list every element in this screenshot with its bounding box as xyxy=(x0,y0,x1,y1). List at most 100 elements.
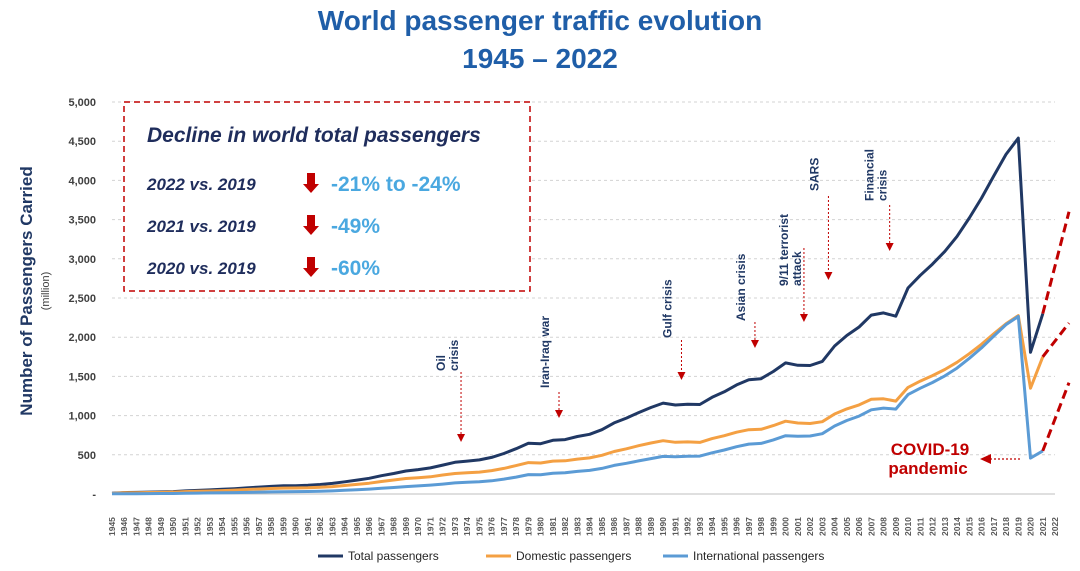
event-annotation: Gulf crisis xyxy=(660,279,686,380)
covid-label: pandemic xyxy=(888,459,967,478)
y-tick-label: 3,500 xyxy=(68,215,96,227)
x-tick-label: 1955 xyxy=(229,517,239,536)
x-tick-label: 2009 xyxy=(891,517,901,536)
series-line xyxy=(111,314,1045,495)
x-tick-label: 1976 xyxy=(487,517,497,536)
x-tick-label: 1986 xyxy=(609,517,619,536)
y-axis-unit: (million) xyxy=(40,272,52,311)
forecast-dashed-line xyxy=(1041,382,1071,452)
event-arrow xyxy=(555,410,564,418)
event-arrow xyxy=(677,372,686,380)
down-arrow-icon xyxy=(303,173,319,193)
y-tick-label: 3,000 xyxy=(68,254,96,266)
event-arrow xyxy=(885,243,894,251)
decline-heading: Decline in world total passengers xyxy=(147,124,481,147)
y-tick-label: - xyxy=(92,489,96,501)
x-tick-label: 2002 xyxy=(805,517,815,536)
event-label: Gulf crisis xyxy=(660,279,674,338)
x-tick-label: 2004 xyxy=(830,517,840,536)
x-tick-label: 1947 xyxy=(131,517,141,536)
x-tick-label: 1977 xyxy=(499,517,509,536)
decline-row-label: 2021 vs. 2019 xyxy=(146,217,256,236)
x-tick-label: 1962 xyxy=(315,517,325,536)
x-tick-label: 1949 xyxy=(156,517,166,536)
x-tick-label: 1973 xyxy=(450,517,460,536)
x-tick-label: 2001 xyxy=(793,517,803,536)
x-tick-label: 2005 xyxy=(842,517,852,536)
x-tick-label: 1996 xyxy=(732,517,742,536)
x-tick-label: 1956 xyxy=(242,517,252,536)
decline-box: Decline in world total passengers 2022 vs… xyxy=(123,101,531,292)
x-tick-label: 1981 xyxy=(548,517,558,536)
x-tick-label: 1957 xyxy=(254,517,264,536)
event-arrow xyxy=(457,434,466,442)
event-label: attack xyxy=(790,251,804,286)
x-tick-label: 1988 xyxy=(634,517,644,536)
forecast-dashed-line xyxy=(1041,322,1071,358)
x-tick-label: 2020 xyxy=(1026,517,1036,536)
event-annotation: 9/11 terrorist attack xyxy=(777,214,808,322)
x-tick-label: 1990 xyxy=(658,517,668,536)
x-tick-label: 1959 xyxy=(278,517,288,536)
x-tick-label: 1948 xyxy=(144,517,154,536)
x-tick-label: 2018 xyxy=(1001,517,1011,536)
event-arrow xyxy=(824,272,833,280)
x-tick-label: 1974 xyxy=(462,517,472,536)
x-tick-label: 2000 xyxy=(781,517,791,536)
x-tick-label: 1946 xyxy=(119,517,129,536)
x-tick-label: 2021 xyxy=(1038,517,1048,536)
x-tick-label: 1984 xyxy=(585,517,595,536)
x-tick-label: 1997 xyxy=(744,517,754,536)
event-annotation: Asian crisis xyxy=(734,253,759,348)
y-tick-label: 1,500 xyxy=(68,371,96,383)
x-tick-label: 1963 xyxy=(327,517,337,536)
x-tick-label: 2008 xyxy=(879,517,889,536)
event-label: Iran-Iraq war xyxy=(538,316,552,388)
x-tick-label: 2022 xyxy=(1050,517,1060,536)
x-tick-label: 1953 xyxy=(205,517,215,536)
x-tick-label: 1966 xyxy=(364,517,374,536)
y-tick-label: 5,000 xyxy=(68,97,96,109)
x-tick-label: 1985 xyxy=(597,517,607,536)
event-label: Asian crisis xyxy=(734,253,748,321)
x-tick-label: 1958 xyxy=(266,517,276,536)
event-arrow xyxy=(750,340,759,348)
event-label: crisis xyxy=(876,169,890,201)
x-tick-label: 2015 xyxy=(964,517,974,536)
x-tick-label: 1982 xyxy=(560,517,570,536)
x-tick-label: 1989 xyxy=(646,517,656,536)
x-tick-label: 1952 xyxy=(193,517,203,536)
x-tick-label: 1968 xyxy=(389,517,399,536)
x-tick-label: 1969 xyxy=(401,517,411,536)
legend-label: Total passengers xyxy=(348,549,439,563)
event-label: 9/11 terrorist xyxy=(777,214,791,286)
x-tick-label: 1971 xyxy=(425,517,435,536)
y-tick-label: 2,500 xyxy=(68,293,96,305)
event-label: Financial xyxy=(863,149,877,201)
event-label: Oil xyxy=(434,355,448,371)
series-line xyxy=(112,314,1044,496)
chart-subtitle: 1945 – 2022 xyxy=(462,43,618,74)
legend-label: Domestic passengers xyxy=(516,549,631,563)
decline-row-value: -49% xyxy=(331,215,380,238)
x-tick-label: 1993 xyxy=(695,517,705,536)
x-tick-label: 1945 xyxy=(107,517,117,536)
y-tick-label: 2,000 xyxy=(68,332,96,344)
x-tick-label: 1961 xyxy=(303,517,313,536)
event-annotation: Oil crisis xyxy=(434,339,466,442)
x-tick-label: 1954 xyxy=(217,517,227,536)
x-tick-label: 2010 xyxy=(903,517,913,536)
y-tick-label: 500 xyxy=(78,450,96,462)
decline-row-value: -60% xyxy=(331,257,380,280)
x-tick-label: 2016 xyxy=(977,517,987,536)
x-tick-label: 2013 xyxy=(940,517,950,536)
event-annotation: Iran-Iraq war xyxy=(538,316,564,418)
x-tick-label: 2019 xyxy=(1013,517,1023,536)
covid-label: COVID-19 xyxy=(891,440,969,459)
x-tick-label: 1979 xyxy=(523,517,533,536)
legend-label: International passengers xyxy=(693,549,824,563)
y-tick-label: 1,000 xyxy=(68,411,96,423)
event-label: SARS xyxy=(807,158,821,191)
